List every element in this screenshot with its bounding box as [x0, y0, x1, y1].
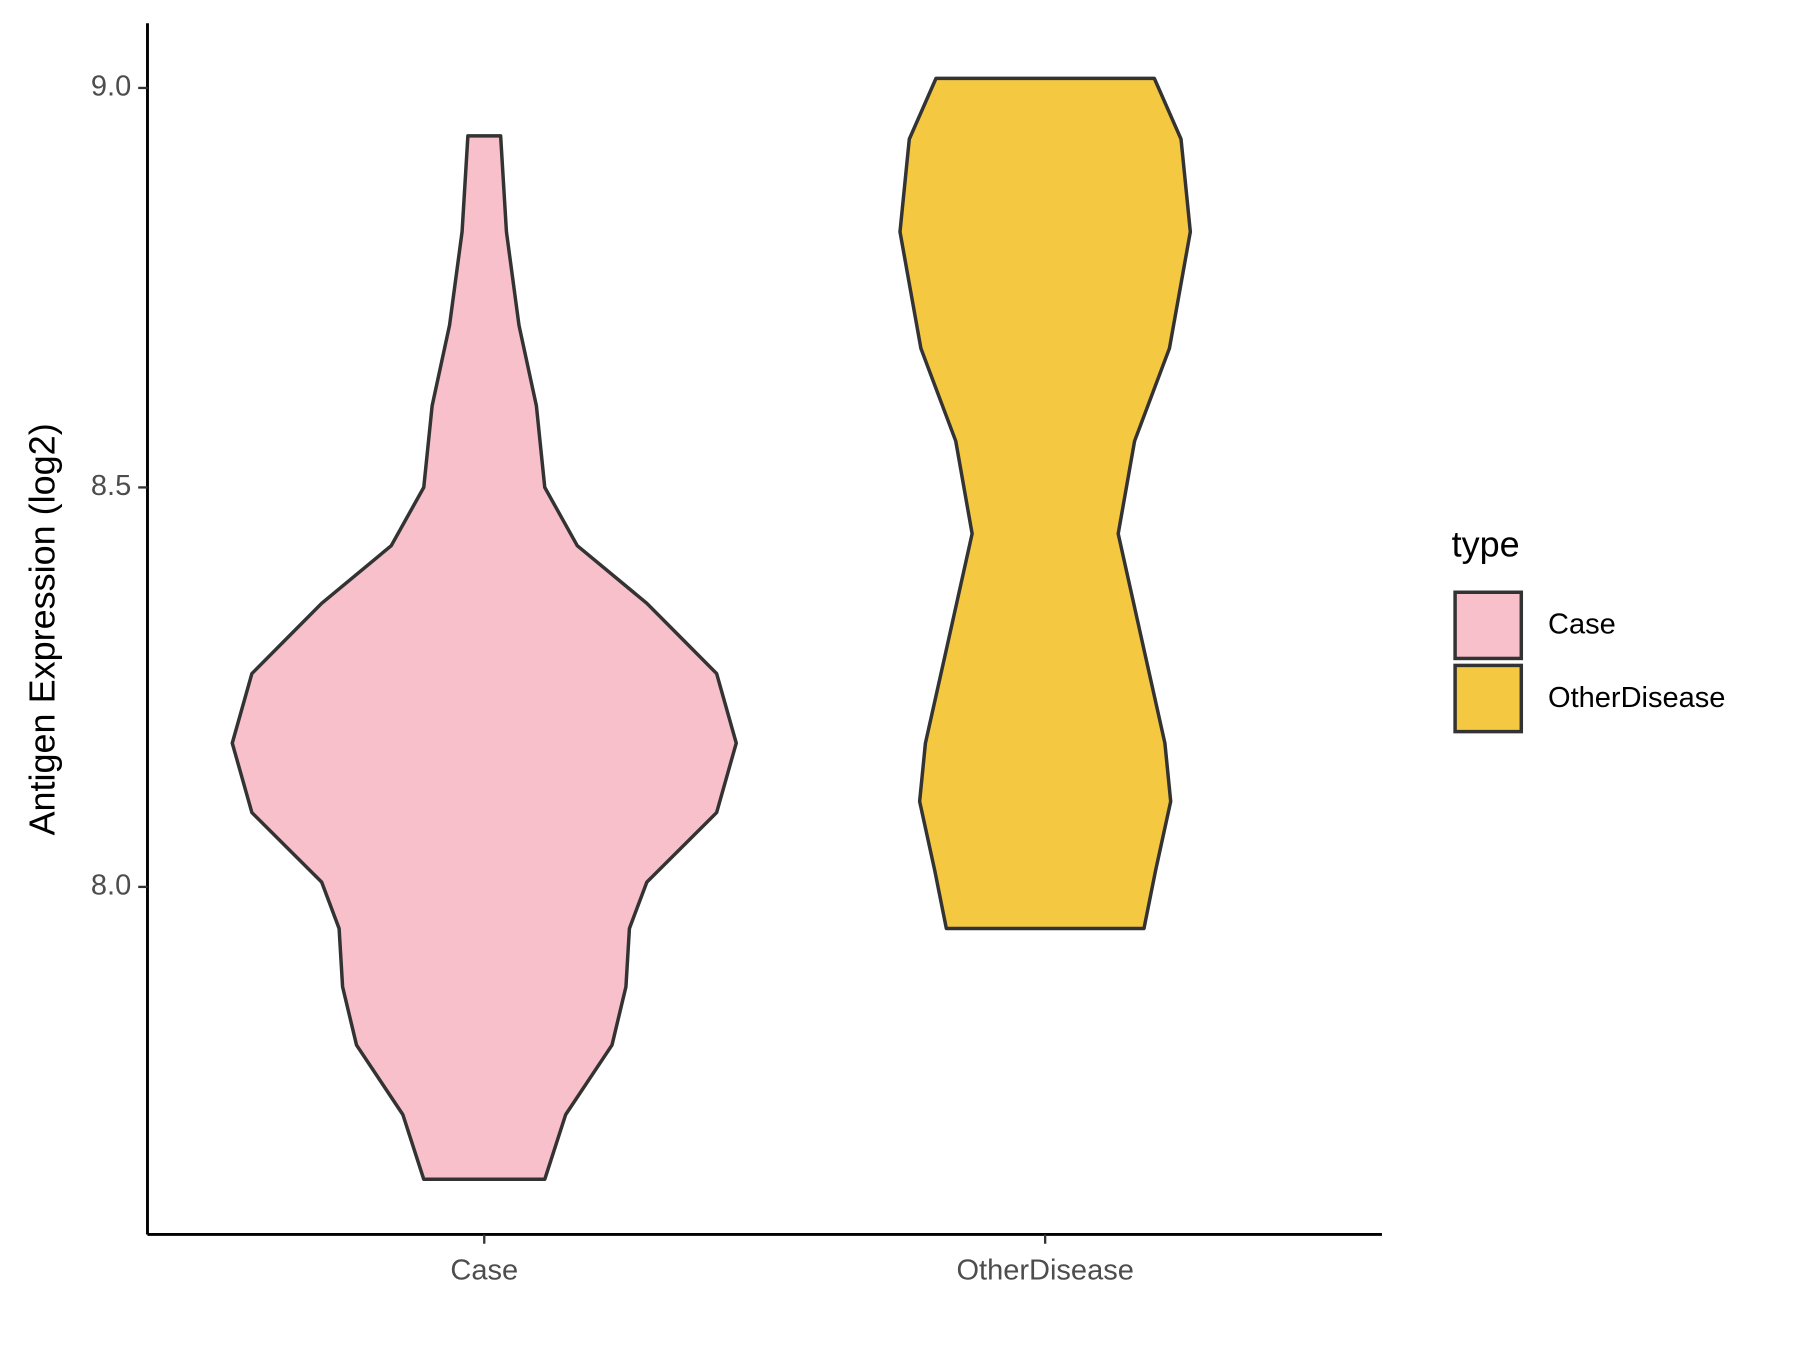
legend-title: type	[1452, 523, 1520, 564]
y-tick-label: 8.5	[91, 470, 131, 502]
violin	[898, 76, 1193, 931]
y-tick-label: 9.0	[91, 71, 131, 103]
legend-swatch	[1453, 663, 1524, 734]
legend-label: OtherDisease	[1548, 682, 1725, 714]
legend-swatch	[1453, 590, 1524, 661]
y-tick-label: 8.0	[91, 870, 131, 902]
x-tick-label: Case	[450, 1254, 518, 1286]
y-axis-title: Antigen Expression (log2)	[22, 423, 63, 835]
legend-label: Case	[1548, 609, 1616, 641]
x-tick-label: OtherDisease	[956, 1254, 1133, 1286]
violin	[230, 134, 739, 1182]
